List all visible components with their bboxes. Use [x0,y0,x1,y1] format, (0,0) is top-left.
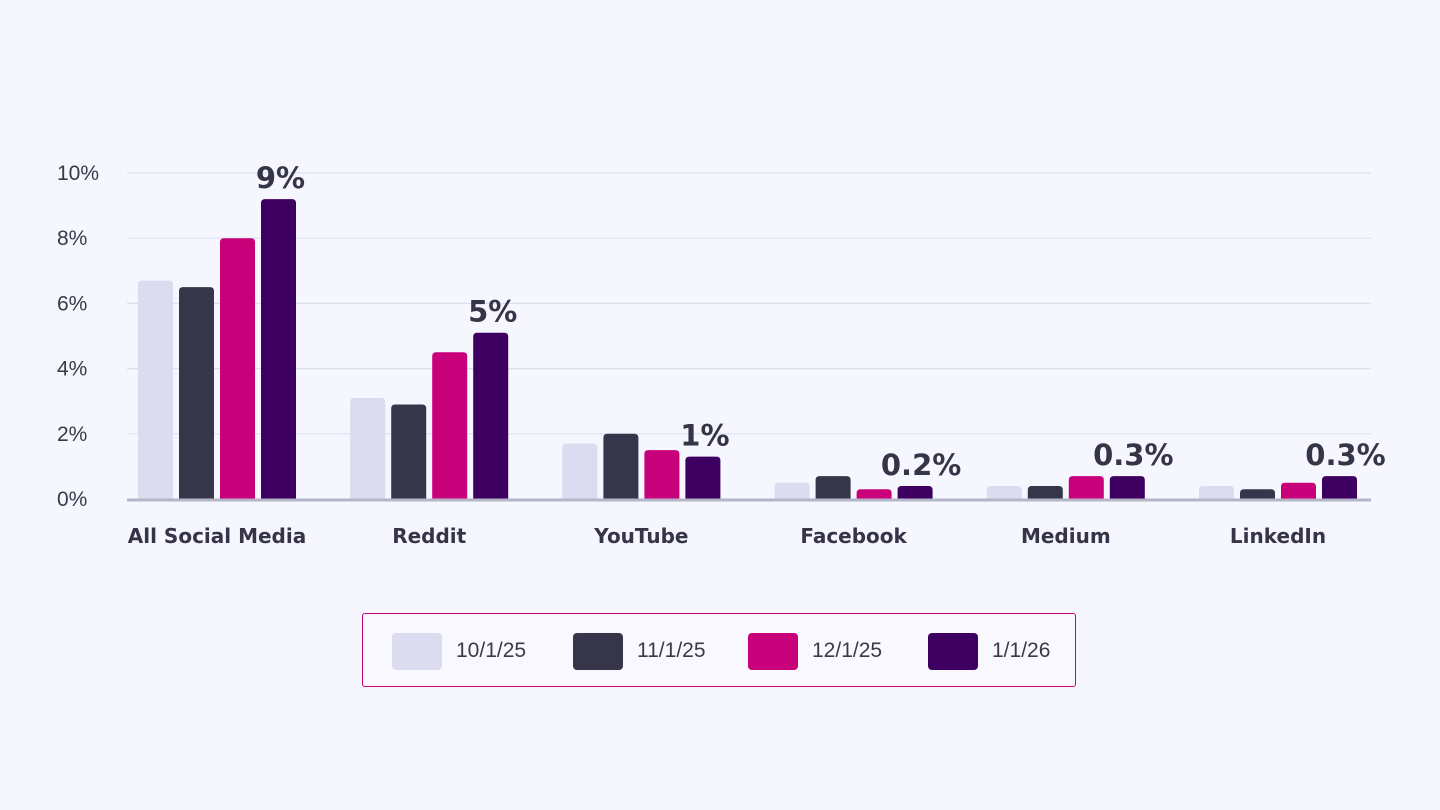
y-tick-label-6: 6% [57,292,87,315]
bar-linkedin-12-1-25 [1281,482,1316,499]
data-label-facebook: 0.2% [881,448,961,482]
bar-linkedin-11-1-25 [1240,489,1275,499]
bar-all-social-media-1-1-26 [261,199,296,499]
bar-medium-1-1-26 [1109,476,1145,499]
bar-youtube-12-1-25 [644,450,680,499]
x-tick-label-medium: Medium [1021,524,1111,548]
legend-swatch-1-1-26 [928,632,978,670]
y-tick-label-10: 10% [57,162,99,185]
x-tick-label-reddit: Reddit [392,524,466,548]
y-tick-label-0: 0% [57,488,87,511]
legend-label-1-1-26: 1/1/26 [992,639,1051,662]
bar-facebook-1-1-26 [897,485,933,499]
legend-item-1-1-26: 1/1/26 [928,632,1050,670]
legend-label-10-1-25: 10/1/25 [456,639,527,662]
bar-reddit-10-1-25 [350,397,386,499]
bar-all-social-media-11-1-25 [179,287,214,499]
y-tick-label-4: 4% [57,358,87,381]
legend-swatch-10-1-25 [392,632,442,670]
x-tick-label-youtube: YouTube [593,524,688,548]
bar-youtube-1-1-26 [685,456,721,499]
bar-reddit-11-1-25 [391,404,427,499]
bar-linkedin-10-1-25 [1199,485,1234,499]
legend-swatch-11-1-25 [573,632,623,670]
x-axis-labels: All Social Media Reddit YouTube Facebook Med… [128,524,1326,548]
data-label-all-social-media: 9% [256,161,305,195]
y-axis-ticks: 0% 2% 4% 6% 8% 10% [57,162,99,511]
y-tick-label-8: 8% [57,227,87,250]
legend: 10/1/25 11/1/25 12/1/25 1/1/26 [362,613,1076,687]
bar-all-social-media-12-1-25 [220,238,255,499]
legend-label-11-1-25: 11/1/25 [637,639,706,662]
x-tick-label-all-social-media: All Social Media [128,524,306,548]
legend-label-12-1-25: 12/1/25 [812,639,883,662]
legend-swatch-12-1-25 [748,632,798,670]
bar-youtube-11-1-25 [603,433,639,499]
legend-item-11-1-25: 11/1/25 [573,632,706,670]
bar-facebook-10-1-25 [774,482,810,499]
data-labels: 9% 5% 1% 0.2% 0.3% 0.3% [256,161,1386,482]
bar-all-social-media-10-1-25 [138,280,173,499]
bar-medium-10-1-25 [986,485,1022,499]
legend-item-12-1-25: 12/1/25 [748,632,882,670]
y-tick-label-2: 2% [57,423,87,446]
bar-facebook-11-1-25 [815,476,851,499]
bar-reddit-1-1-26 [473,332,509,499]
bar-medium-12-1-25 [1068,476,1104,499]
bar-youtube-10-1-25 [562,443,598,499]
data-label-reddit: 5% [468,295,517,329]
bar-reddit-12-1-25 [432,352,468,499]
gridlines [127,172,1371,435]
bar-linkedin-1-1-26 [1322,476,1357,499]
data-label-linkedin: 0.3% [1305,438,1385,472]
bars [138,199,1357,499]
data-label-medium: 0.3% [1093,438,1173,472]
x-tick-label-facebook: Facebook [800,524,907,548]
bar-facebook-12-1-25 [856,489,892,499]
x-tick-label-linkedin: LinkedIn [1230,524,1326,548]
data-label-youtube: 1% [680,419,729,453]
bar-medium-11-1-25 [1027,485,1063,499]
legend-item-10-1-25: 10/1/25 [392,632,526,670]
